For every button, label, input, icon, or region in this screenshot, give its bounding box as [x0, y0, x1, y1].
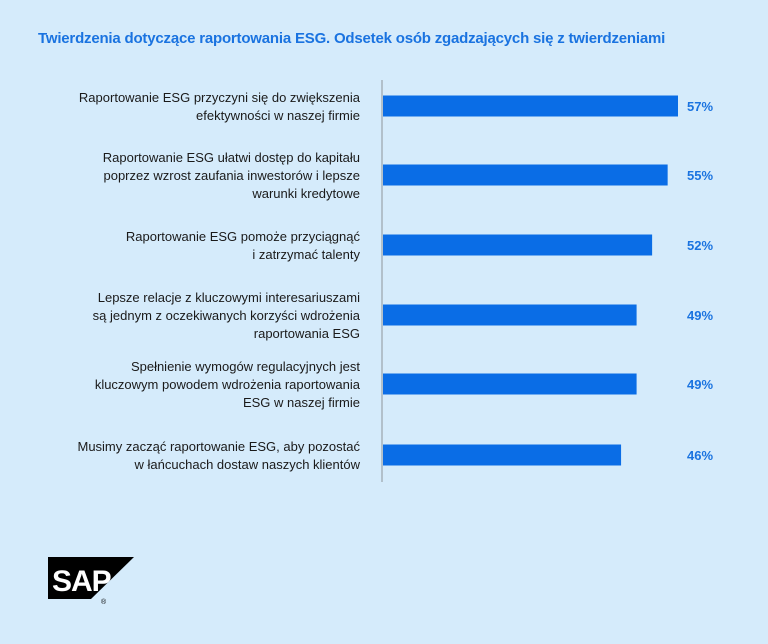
bar: [383, 304, 637, 326]
category-label: Raportowanie ESG pomoże przyciągnąć i zat…: [126, 229, 361, 262]
bar: [383, 164, 668, 186]
svg-text:SAP: SAP: [52, 565, 111, 598]
category-label: Musimy zacząć raportowanie ESG, aby pozo…: [77, 439, 360, 472]
bar-chart: 57% Raportowanie ESG przyczyni się do zwi…: [77, 80, 713, 482]
category-label: Raportowanie ESG ułatwi dostęp do kapita…: [103, 150, 360, 201]
bar: [383, 234, 653, 256]
data-label: 52%: [687, 238, 713, 253]
bar: [383, 95, 678, 117]
bar: [383, 444, 622, 466]
chart-title: Twierdzenia dotyczące raportowania ESG. …: [38, 30, 666, 47]
sap-logo: SAP ®: [48, 557, 134, 605]
data-label: 57%: [687, 99, 713, 114]
bar: [383, 373, 637, 395]
data-label: 46%: [687, 448, 713, 463]
category-label: Lepsze relacje z kluczowymi interesarius…: [93, 290, 361, 341]
svg-text:®: ®: [101, 598, 107, 605]
category-label: Spełnienie wymogów regulacyjnych jest klu…: [95, 359, 361, 410]
category-label: Raportowanie ESG przyczyni się do zwięks…: [79, 90, 361, 123]
data-label: 49%: [687, 308, 713, 323]
data-label: 55%: [687, 168, 713, 183]
data-label: 49%: [687, 377, 713, 392]
